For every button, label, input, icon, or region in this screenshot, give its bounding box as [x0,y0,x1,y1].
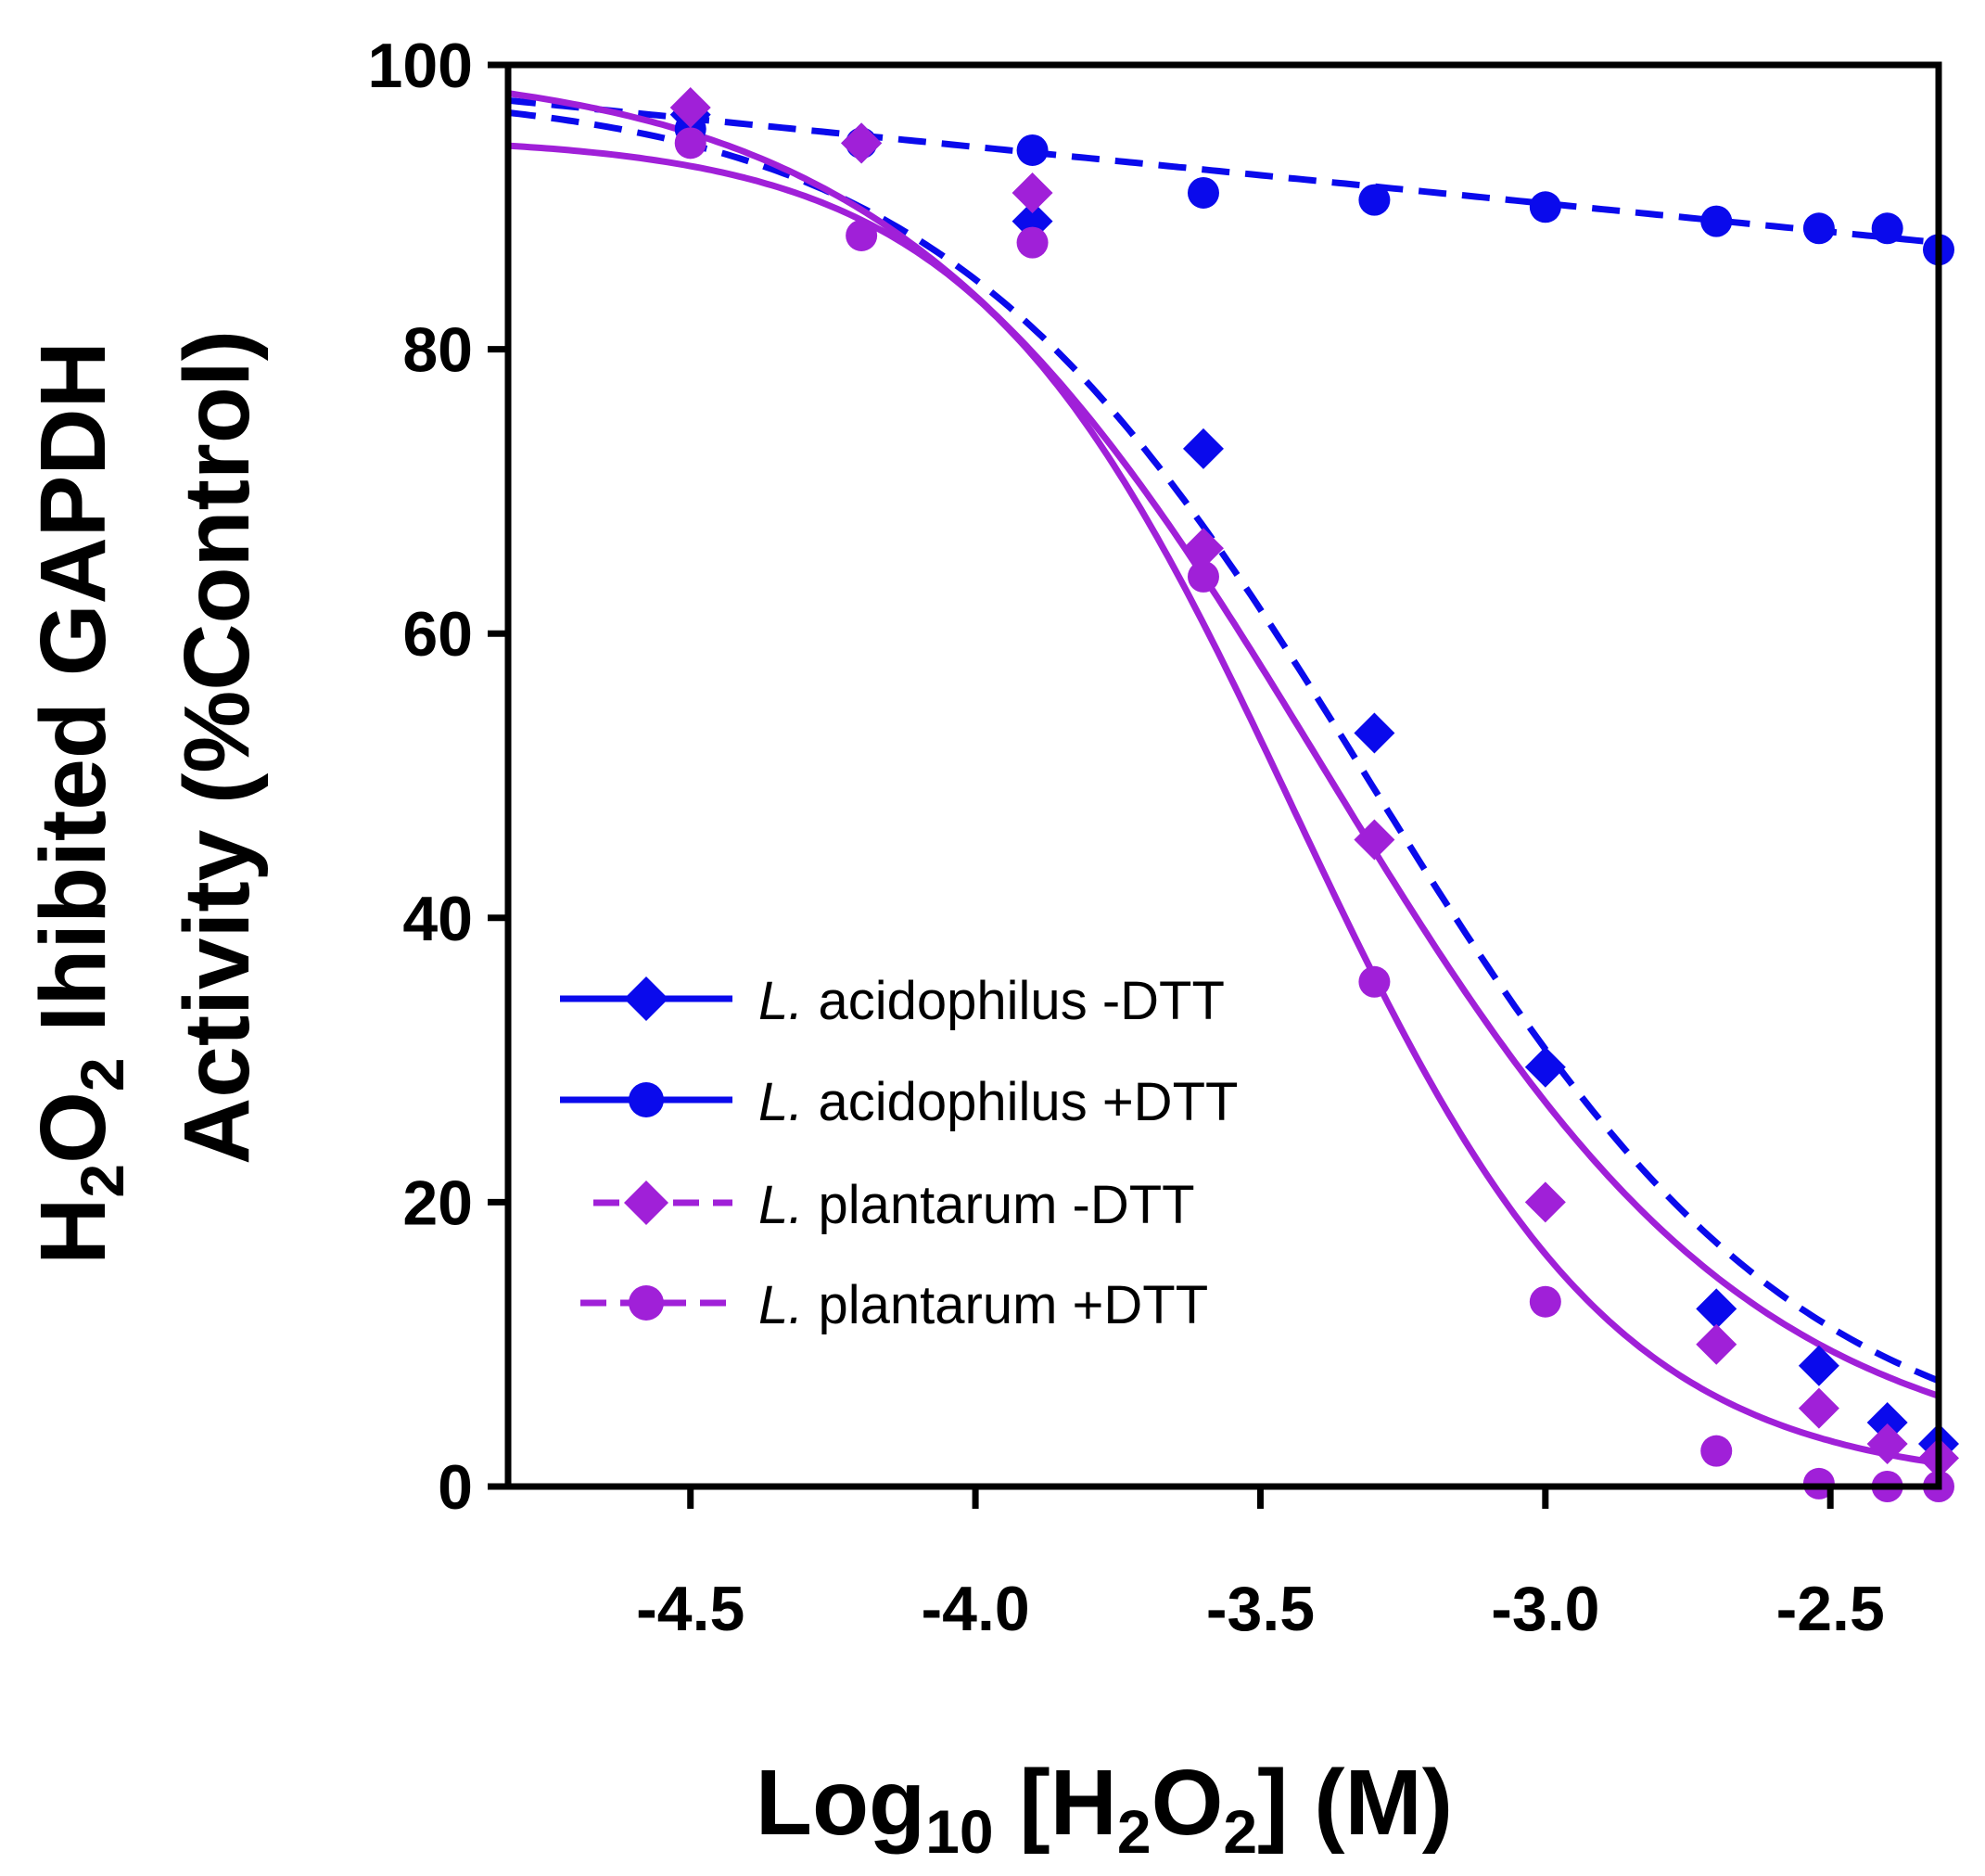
fit-curve-series-1 [507,96,1940,247]
data-point-diamond-series-0 [1696,1288,1737,1330]
data-point-circle-series-3 [1016,226,1049,259]
legend-entry-plantarum-minus-dtt: L. plantarum -DTT [593,1175,1195,1235]
legend-entry-plantarum-plus-dtt: L. plantarum +DTT [580,1275,1208,1335]
x-tick-label: -4.5 [636,1574,744,1644]
data-point-circle-series-1 [1802,212,1835,245]
y-axis-title-line1: H2O2 Ihibited GAPDH [21,341,136,1265]
data-point-circle-series-1 [1358,184,1391,216]
data-point-circle-series-3 [846,219,878,251]
legend-circle-marker [629,1285,664,1321]
data-point-diamond-series-2 [669,86,711,128]
fit-curves [507,90,1940,1467]
data-point-circle-series-1 [1187,176,1219,209]
data-point-diamond-series-2 [1866,1423,1908,1465]
x-axis-title: Log10 [H2O2] (M) [756,1751,1453,1866]
legend-circle-marker [629,1082,664,1117]
legend-entry-acidophilus-plus-dtt: L. acidophilus +DTT [560,1072,1238,1132]
data-point-circle-series-1 [1016,134,1049,166]
plot-frame [504,61,1942,1490]
legend-label: L. acidophilus +DTT [758,1072,1238,1132]
data-point-diamond-series-0 [1182,428,1224,469]
legend: L. acidophilus -DTT L. acidophilus +DTT … [560,971,1238,1335]
data-point-diamond-series-0 [1798,1345,1839,1386]
legend-label: L. plantarum +DTT [758,1275,1208,1335]
data-point-diamond-series-2 [1182,528,1224,569]
data-point-circle-series-1 [1871,212,1903,245]
y-tick-label: 100 [368,31,473,101]
y-tick-label: 0 [438,1452,473,1523]
data-point-circle-series-3 [1700,1435,1733,1467]
fit-curve-series-2 [507,90,1940,1399]
x-tick-label: -3.0 [1491,1574,1599,1644]
data-point-circle-series-3 [1187,560,1219,593]
data-point-circle-series-1 [1700,205,1733,237]
y-tick-label: 40 [402,884,473,954]
x-tick-label: -2.5 [1776,1574,1885,1644]
x-axis-ticks: -4.5 -4.0 -3.5 -3.0 -2.5 [636,1487,1885,1644]
data-point-diamond-series-0 [1354,712,1395,754]
data-point-circle-series-3 [1358,965,1391,998]
fit-curve-series-0 [507,108,1940,1385]
y-tick-label: 60 [402,599,473,670]
legend-label: L. plantarum -DTT [758,1175,1195,1235]
data-point-diamond-series-2 [841,122,883,164]
y-axis-title-line2: Activity (%Control) [165,330,269,1165]
data-point-diamond-series-2 [1798,1387,1839,1429]
data-point-diamond-series-0 [1866,1402,1908,1444]
data-point-circle-series-1 [1529,191,1561,223]
x-tick-label: -4.0 [921,1574,1029,1644]
data-point-diamond-series-2 [1696,1323,1737,1365]
x-tick-label: -3.5 [1206,1574,1315,1644]
legend-entry-acidophilus-minus-dtt: L. acidophilus -DTT [560,971,1225,1031]
legend-diamond-marker [624,976,668,1021]
legend-label: L. acidophilus -DTT [758,971,1225,1031]
y-axis-ticks: 0 20 40 60 80 100 [368,31,508,1523]
data-point-diamond-series-0 [1524,1046,1566,1088]
data-point-diamond-series-2 [1012,172,1053,213]
data-point-circle-series-3 [674,127,706,160]
y-tick-label: 80 [402,315,473,386]
fit-curve-series-3 [507,142,1940,1467]
y-tick-label: 20 [402,1168,473,1238]
data-point-circle-series-3 [1529,1285,1561,1318]
data-point-diamond-series-2 [1524,1181,1566,1223]
legend-diamond-marker [624,1180,668,1225]
data-point-diamond-series-2 [1354,819,1395,861]
